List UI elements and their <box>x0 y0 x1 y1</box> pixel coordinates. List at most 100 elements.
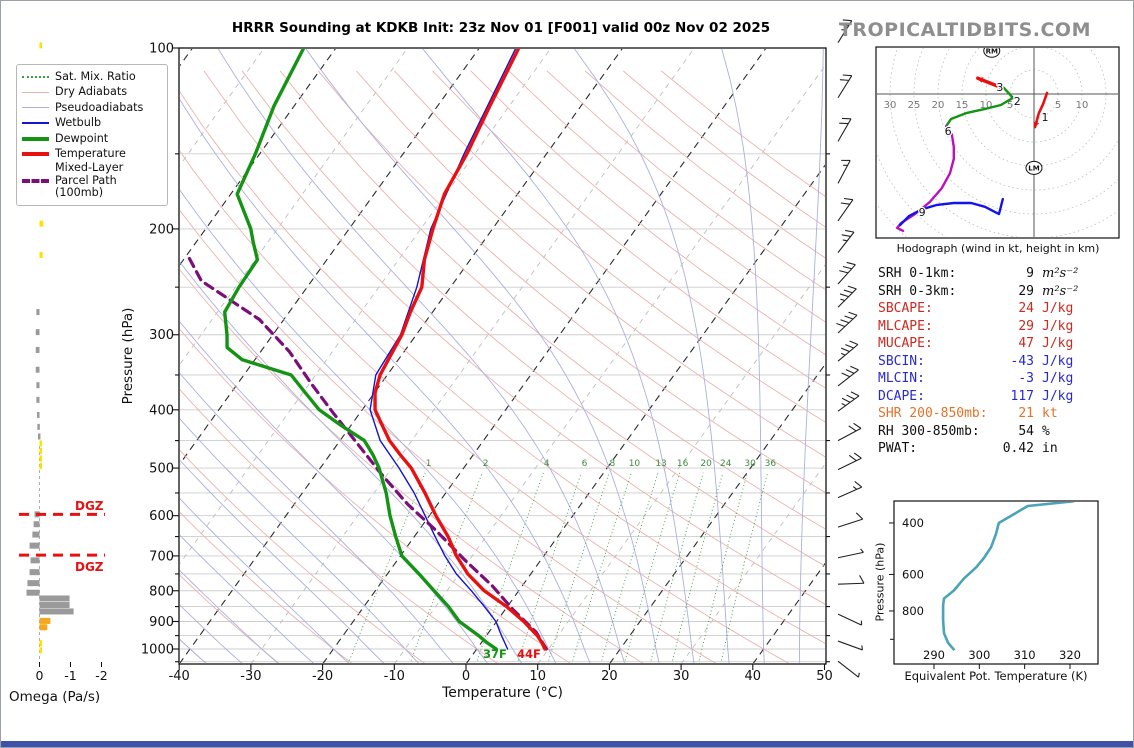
theta-e-ytick: 400 <box>902 516 924 530</box>
legend-line-satmix <box>22 75 49 78</box>
hodo-ring-label: 10 <box>980 100 993 111</box>
surface-dewpoint-label: 37F <box>483 647 507 661</box>
stat-label: MUCAPE: <box>878 336 933 351</box>
hodograph-panel <box>875 46 1120 239</box>
hodo-ring-label: 10 <box>1076 100 1089 111</box>
temp-tick-label: -10 <box>384 669 405 684</box>
stat-unit: J/kg <box>1042 388 1074 404</box>
hodo-ring-label: 20 <box>932 100 945 111</box>
stat-label: MLCIN: <box>878 371 925 386</box>
stat-unit: J/kg <box>1042 336 1074 351</box>
hodo-km-label: 6 <box>945 125 952 138</box>
pressure-tick-label: 300 <box>149 328 174 343</box>
stat-unit: m²s⁻² <box>1042 266 1079 281</box>
mixing-ratio-lines: 1 2 4 6 8 10 13 16 20 24 30 36 <box>348 459 777 663</box>
temp-tick-label: -30 <box>240 669 261 684</box>
temp-tick-label: -20 <box>312 669 333 684</box>
hodograph-traces: 1 23 6 9 RM LM <box>896 48 1050 233</box>
stat-value: 0.42 <box>1002 441 1034 456</box>
theta-e-ytick: 800 <box>902 604 924 618</box>
mixing-ratio-label: 20 <box>700 459 712 469</box>
theta-e-inset: 400 600 800 290 300 310 320 <box>889 500 1099 669</box>
temp-tick-label: -40 <box>169 669 190 684</box>
footer-bar <box>1 741 1133 747</box>
legend-line-pseudo <box>22 107 49 109</box>
hodo-trace-0-1km <box>1033 91 1049 129</box>
page-title: HRRR Sounding at KDKB Init: 23z Nov 01 [… <box>231 20 771 36</box>
temp-tick-label: 20 <box>601 669 618 684</box>
stat-row-dcape: DCAPE: 117 J/kg <box>878 389 1103 407</box>
stat-value: 117 <box>1010 388 1034 404</box>
stat-unit: m²s⁻² <box>1042 283 1079 299</box>
pseudoadiabat-lines <box>180 49 824 663</box>
temperature-curve <box>373 49 547 651</box>
stat-row-mlcin: MLCIN: -3 J/kg <box>878 371 1103 389</box>
mixing-ratio-label: 24 <box>720 459 732 469</box>
pressure-tick-label: 500 <box>149 462 174 477</box>
hodo-km-label: 3 <box>996 81 1003 94</box>
mixing-ratio-label: 6 <box>582 459 588 469</box>
theta-e-ytick: 600 <box>902 567 924 581</box>
theta-e-xtick: 300 <box>968 648 990 662</box>
theta-e-xtick: 290 <box>923 648 945 662</box>
dry-adiabat-lines <box>180 70 825 663</box>
theta-e-xtick: 320 <box>1059 648 1081 662</box>
theta-e-curve-group <box>941 502 1075 652</box>
theta-e-curve <box>941 502 1075 652</box>
mixing-ratio-label: 36 <box>765 459 777 469</box>
stat-row-srh-0-3km: SRH 0-3km: 29 m²s⁻² <box>878 284 1103 302</box>
mixing-ratio-label: 16 <box>677 459 689 469</box>
temp-tick-label: 0 <box>462 669 470 684</box>
legend-line-temperature <box>22 152 49 157</box>
hodo-km-label: 1 <box>1042 111 1049 124</box>
theta-e-xtick: 310 <box>1014 648 1036 662</box>
stat-label: RH 300-850mb: <box>878 423 980 439</box>
stat-label: SBCIN: <box>878 353 925 369</box>
mixing-ratio-label: 10 <box>629 459 641 469</box>
pressure-tick-label: 200 <box>149 222 174 237</box>
mixing-ratio-label: 13 <box>655 459 666 469</box>
stat-value: 54 <box>1018 423 1034 439</box>
temp-tick-label: 10 <box>529 669 546 684</box>
legend-label: Dewpoint <box>55 131 109 145</box>
temp-tick-label: 50 <box>816 669 833 684</box>
mixing-ratio-label: 2 <box>483 459 489 469</box>
stat-label: DCAPE: <box>878 388 925 404</box>
stat-label: PWAT: <box>878 441 918 456</box>
hodo-marker-LM: LM <box>1028 164 1039 172</box>
hodo-km-label: 9 <box>919 206 926 219</box>
stat-row-shr-200-850mb: SHR 200-850mb: 21 kt <box>878 406 1103 424</box>
stat-value: -3 <box>1018 371 1034 386</box>
wetbulb-curve <box>369 49 517 650</box>
legend-label: Wetbulb <box>55 116 102 129</box>
stat-label: MLCAPE: <box>878 318 933 334</box>
hodo-trace-1-3km <box>945 86 1015 128</box>
mixing-ratio-label: 30 <box>744 459 756 469</box>
legend-item-pseudo: Pseudoadiabats <box>22 100 162 116</box>
stat-row-rh-300-850mb: RH 300-850mb: 54% <box>878 424 1103 442</box>
hodo-trace-above-9km <box>898 197 1004 227</box>
pressure-tick-label: 600 <box>149 509 174 524</box>
wind-barbs <box>836 19 865 678</box>
legend-item-temperature: Temperature <box>22 147 162 163</box>
stat-label: SRH 0-1km: <box>878 266 957 281</box>
legend-line-wetbulb <box>22 122 49 125</box>
pressure-axis-label: Pressure (hPa) <box>120 307 136 405</box>
omega-panel: 0 -1 -2 <box>19 42 108 683</box>
stat-unit: J/kg <box>1042 371 1074 386</box>
stat-value: 21 <box>1018 406 1034 421</box>
stats-panel: SRH 0-1km: 9 m²s⁻² SRH 0-3km: 29 m²s⁻² SBCAPE:… <box>878 266 1103 459</box>
isotherm-lines <box>180 49 825 663</box>
pressure-tick-label: 400 <box>149 403 174 418</box>
mixing-ratio-label: 1 <box>426 459 432 469</box>
stat-unit: kt <box>1042 406 1058 421</box>
hodo-ring-label: 30 <box>884 100 897 111</box>
mixing-ratio-label: 8 <box>609 459 615 469</box>
legend-line-parcel <box>22 178 49 183</box>
stat-row-sbcape: SBCAPE: 24 J/kg <box>878 301 1103 319</box>
hodo-ring-label: 5 <box>1055 100 1061 111</box>
omega-tick-label: 0 <box>36 668 44 683</box>
stat-row-srh-0-1km: SRH 0-1km: 9 m²s⁻² <box>878 266 1103 284</box>
omega-tick-label: -1 <box>64 668 76 683</box>
